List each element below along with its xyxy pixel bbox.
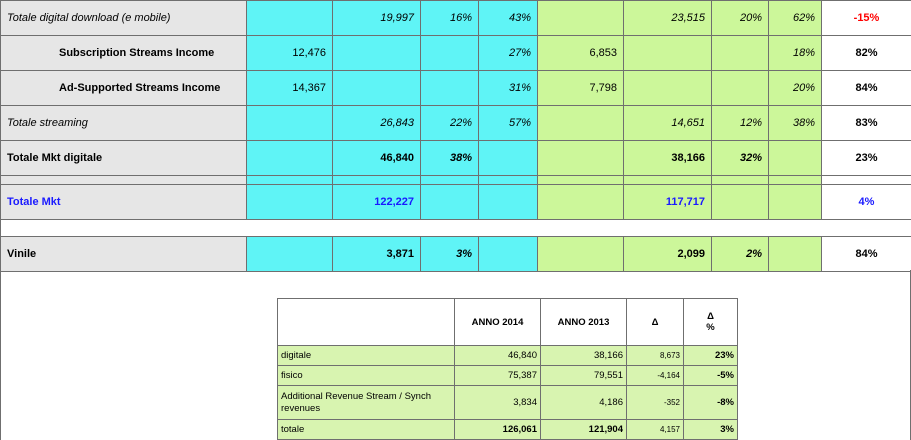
row-label: Totale digital download (e mobile)	[1, 1, 247, 36]
row-label: Ad-Supported Streams Income	[1, 71, 247, 106]
value-2013: 23,515	[624, 1, 712, 36]
pct-2014-b: 43%	[479, 1, 538, 36]
header-delta-pct-symbol: Δ	[707, 311, 714, 322]
pct-2014: 22%	[421, 106, 479, 141]
row-totale-mkt: Totale Mkt 122,227 117,717 4%	[1, 185, 911, 220]
header-delta: Δ	[627, 299, 684, 346]
separator-row	[1, 220, 911, 237]
row-label: Totale Mkt digitale	[1, 141, 247, 176]
summary-2013: 4,186	[541, 386, 627, 420]
value-2013: 38,166	[624, 141, 712, 176]
pct-2013: 2%	[712, 237, 769, 272]
summary-delta: -4,164	[627, 366, 684, 386]
summary-row-additional-revenue: Additional Revenue Stream / Synch revenu…	[278, 386, 738, 420]
summary-delta: -352	[627, 386, 684, 420]
pct-2013-b: 38%	[769, 106, 822, 141]
summary-row-fisico: fisico 75,387 79,551 -4,164 -5%	[278, 366, 738, 386]
music-market-table: Totale digital download (e mobile) 19,99…	[0, 0, 911, 272]
row-label: Subscription Streams Income	[1, 36, 247, 71]
row-digital-download: Totale digital download (e mobile) 19,99…	[1, 1, 911, 36]
header-delta-pct: Δ %	[684, 299, 738, 346]
value-2013: 6,853	[538, 36, 624, 71]
pct-2013: 12%	[712, 106, 769, 141]
pct-2014-b: 27%	[479, 36, 538, 71]
value-2014: 122,227	[333, 185, 421, 220]
summary-pct: -8%	[684, 386, 738, 420]
pct-2013-b: 20%	[769, 71, 822, 106]
delta: 23%	[822, 141, 911, 176]
value-2013: 14,651	[624, 106, 712, 141]
pct-2014-b: 31%	[479, 71, 538, 106]
row-totale-mkt-digitale: Totale Mkt digitale 46,840 38% 38,166 32…	[1, 141, 911, 176]
header-anno-2013: ANNO 2013	[541, 299, 627, 346]
delta: 4%	[822, 185, 911, 220]
value-2014: 19,997	[333, 1, 421, 36]
delta: -15%	[822, 1, 911, 36]
row-label: Totale Mkt	[1, 185, 247, 220]
value-2014: 12,476	[247, 36, 333, 71]
summary-row-digitale: digitale 46,840 38,166 8,673 23%	[278, 346, 738, 366]
value-2014: 26,843	[333, 106, 421, 141]
summary-pct: 23%	[684, 346, 738, 366]
pct-2013-b: 18%	[769, 36, 822, 71]
summary-header-row: ANNO 2014 ANNO 2013 Δ Δ %	[278, 299, 738, 346]
summary-pct: -5%	[684, 366, 738, 386]
pct-2013-b: 62%	[769, 1, 822, 36]
value-2013: 7,798	[538, 71, 624, 106]
row-label: Vinile	[1, 237, 247, 272]
summary-label: digitale	[278, 346, 455, 366]
row-streaming: Totale streaming 26,843 22% 57% 14,651 1…	[1, 106, 911, 141]
summary-label: fisico	[278, 366, 455, 386]
pct-2013: 32%	[712, 141, 769, 176]
value-2014: 3,871	[333, 237, 421, 272]
summary-label: Additional Revenue Stream / Synch revenu…	[278, 386, 455, 420]
delta: 84%	[822, 237, 911, 272]
pct-2013: 20%	[712, 1, 769, 36]
value-2014: 46,840	[333, 141, 421, 176]
summary-2013: 38,166	[541, 346, 627, 366]
header-delta-pct-unit: %	[706, 322, 714, 333]
delta: 83%	[822, 106, 911, 141]
summary-2013: 79,551	[541, 366, 627, 386]
header-anno-2014: ANNO 2014	[455, 299, 541, 346]
value-2013: 117,717	[624, 185, 712, 220]
value-2014: 14,367	[247, 71, 333, 106]
value-2013: 2,099	[624, 237, 712, 272]
delta: 84%	[822, 71, 911, 106]
summary-2014: 3,834	[455, 386, 541, 420]
pct-2014: 38%	[421, 141, 479, 176]
pct-2014: 3%	[421, 237, 479, 272]
pct-2014-b: 57%	[479, 106, 538, 141]
summary-table: ANNO 2014 ANNO 2013 Δ Δ % digitale 46,84…	[277, 298, 738, 440]
summary-2014: 46,840	[455, 346, 541, 366]
row-ad-supported: Ad-Supported Streams Income 14,367 31% 7…	[1, 71, 911, 106]
summary-delta: 8,673	[627, 346, 684, 366]
pct-2014: 16%	[421, 1, 479, 36]
row-vinile: Vinile 3,871 3% 2,099 2% 84%	[1, 237, 911, 272]
separator-row	[1, 176, 911, 185]
row-label: Totale streaming	[1, 106, 247, 141]
row-subscription: Subscription Streams Income 12,476 27% 6…	[1, 36, 911, 71]
delta: 82%	[822, 36, 911, 71]
summary-2014: 75,387	[455, 366, 541, 386]
